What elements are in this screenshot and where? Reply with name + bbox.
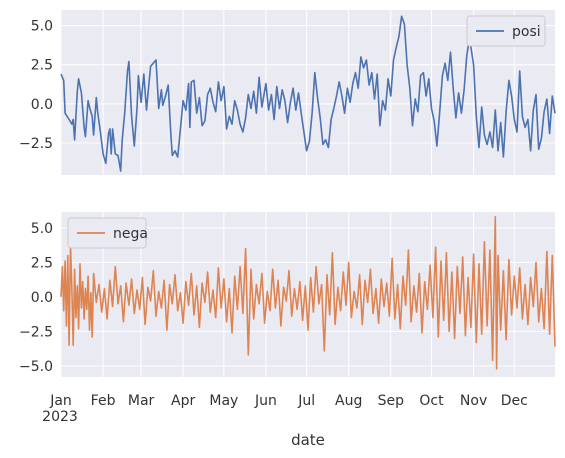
x-tick-label: May <box>209 393 238 409</box>
x-tick-label: Jun <box>254 393 277 409</box>
series-line-posi <box>60 15 556 172</box>
x-tick-label: Jan <box>49 393 72 409</box>
x-tick-label: Feb <box>91 393 116 409</box>
x-tick-label: Dec <box>501 393 528 409</box>
y-tick-label: 2.5 <box>31 58 53 74</box>
y-tick-label: 0.0 <box>31 97 53 113</box>
y-tick-label: 5.0 <box>31 19 53 35</box>
bottom-panel: −5.0 −2.5 0.0 2.5 5.0 nega <box>19 212 556 377</box>
y-tick-label: −5.0 <box>19 359 53 375</box>
x-tick-label: Oct <box>419 393 444 409</box>
y-tick-label: 2.5 <box>31 255 53 271</box>
y-tick-label: −2.5 <box>19 136 53 152</box>
x-axis-title: date <box>291 431 325 449</box>
legend-box <box>466 15 546 47</box>
x-tick-label: Aug <box>335 393 362 409</box>
top-panel: −2.5 0.0 2.5 5.0 posi <box>19 10 556 175</box>
legend-box <box>67 217 147 249</box>
x-tick-label: Sep <box>378 393 405 409</box>
x-tick-label: Apr <box>171 393 195 409</box>
x-axis: Jan Feb Mar Apr May Jun Jul Aug Sep Oct Nov Dec 2023… <box>42 393 528 449</box>
y-tick-label: 5.0 <box>31 221 53 237</box>
x-tick-year-label: 2023 <box>42 409 78 425</box>
x-tick-label: Mar <box>128 393 155 409</box>
series-line-nega <box>60 216 556 370</box>
x-tick-label: Jul <box>297 393 315 409</box>
x-tick-label: Nov <box>460 393 487 409</box>
legend-label: nega <box>113 226 148 242</box>
legend-label: posi <box>512 24 541 40</box>
y-tick-label: −2.5 <box>19 324 53 340</box>
y-tick-label: 0.0 <box>31 290 53 306</box>
